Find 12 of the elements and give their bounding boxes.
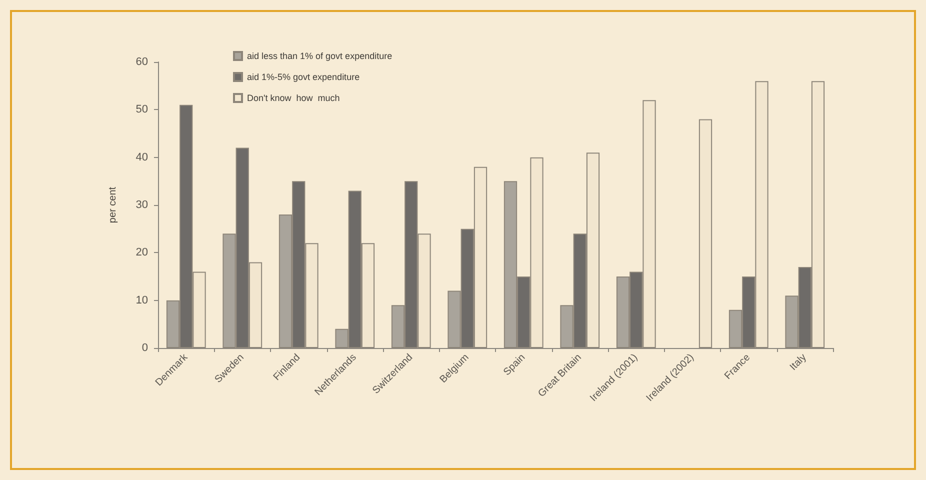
y-tick-label: 40 bbox=[136, 151, 148, 164]
legend-label: aid 1%-5% govt expenditure bbox=[247, 72, 360, 82]
y-tick-label: 60 bbox=[136, 56, 148, 68]
x-tick-label: Italy bbox=[788, 352, 809, 373]
y-tick-label: 0 bbox=[142, 342, 148, 354]
legend-label: aid less than 1% of govt expenditure bbox=[247, 51, 392, 61]
y-tick-label: 10 bbox=[136, 294, 148, 306]
y-axis-title: per cent bbox=[108, 186, 118, 224]
y-tick-label: 20 bbox=[136, 246, 148, 259]
y-tick-label: 50 bbox=[136, 104, 148, 116]
y-tick-label: 30 bbox=[136, 199, 148, 211]
legend-label: Don't know how much bbox=[247, 93, 340, 103]
